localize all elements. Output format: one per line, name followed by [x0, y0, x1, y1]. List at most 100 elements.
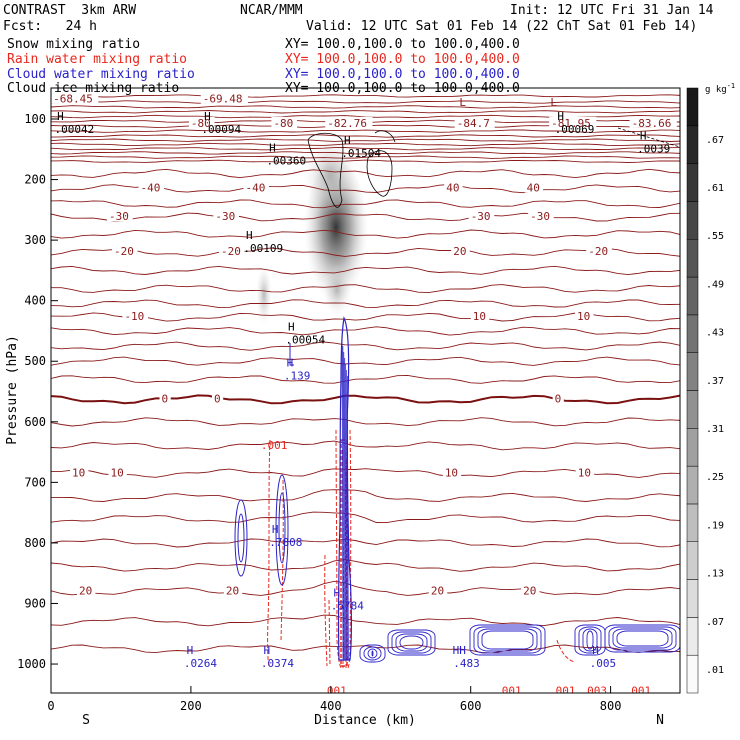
isotherm-label: -40 — [141, 182, 161, 195]
extremum-mark: L — [459, 96, 466, 109]
isotherm-label-bg — [218, 245, 245, 257]
isotherm-label-bg — [575, 310, 594, 322]
y-tick-label: 800 — [24, 536, 46, 550]
extremum-value: .0039 — [637, 142, 670, 155]
colorbar-label: .67 — [706, 135, 724, 146]
colorbar: .01 .07 .13 .19 .25 .31 .37 .43 .49 .55 .61 .67 — [686, 87, 724, 694]
colorbar-label: .13 — [706, 569, 724, 580]
y-tick-label: 600 — [24, 415, 46, 429]
colorbar-label: .43 — [706, 328, 724, 339]
isotherm-label-bg — [428, 584, 448, 596]
isotherm-label: -80 — [273, 117, 293, 130]
extremum-value: .01504 — [341, 147, 381, 160]
rain-contour — [335, 429, 342, 669]
y-tick-label: 400 — [24, 294, 46, 308]
isotherm-line — [51, 151, 680, 155]
isotherm-line — [51, 129, 680, 133]
isotherm-label: 0 — [162, 392, 169, 405]
colorbar-cell — [686, 201, 699, 240]
isotherm-label-bg — [223, 584, 243, 596]
extremum-value: .001 — [495, 684, 522, 697]
isotherm-line — [51, 229, 680, 239]
isotherm-label: 0 — [555, 392, 562, 405]
cloudwater-core-line — [342, 345, 345, 661]
isotherm-label: -68.45 — [53, 93, 93, 106]
y-tick-label: 200 — [24, 173, 46, 187]
cloud-ice-contours — [307, 127, 680, 208]
isotherm-label-bg — [213, 210, 239, 222]
y-tick-label: 100 — [24, 112, 46, 126]
colorbar-cell — [686, 503, 699, 542]
isotherm-label-bg — [451, 245, 470, 257]
isotherm-line — [51, 100, 680, 104]
isotherm-line — [51, 440, 680, 451]
cloudwater-small — [289, 343, 294, 366]
field-label-snow: Snow mixing ratio — [7, 37, 141, 52]
cloudwater-cell-mid-inner — [278, 492, 286, 564]
snow-wisp — [256, 265, 272, 325]
isotherm-label: 10 — [577, 310, 590, 323]
isotherm-label: -20 — [221, 245, 241, 258]
isotherm-label: 20 — [523, 584, 536, 597]
y-tick-label: 300 — [24, 233, 46, 247]
rain-contour — [324, 554, 328, 667]
isotherm-line — [51, 394, 680, 405]
x-tick-label: 0 — [47, 699, 54, 713]
cloudwater-core-line — [341, 339, 344, 661]
colorbar-cell — [686, 125, 699, 164]
valid-time: Valid: 12 UTC Sat 01 Feb 14 (22 ChT Sat … — [306, 19, 698, 34]
cloudwater-cell-left — [234, 499, 248, 577]
colorbar-label: .61 — [706, 183, 724, 194]
extremum-mark: H — [640, 129, 647, 142]
cloudwater-core-line — [343, 351, 346, 661]
isotherm-label-bg — [552, 392, 564, 404]
isotherm-label: -20 — [588, 245, 608, 258]
colorbar-label: .37 — [706, 376, 724, 387]
isotherm-label-bg — [575, 466, 595, 478]
isotherm-label: 20 — [431, 584, 444, 597]
isotherm-label: 20 — [79, 584, 92, 597]
isotherm-line — [51, 199, 680, 209]
cloudwater-band — [608, 626, 677, 651]
extremum-value: .003 — [581, 684, 608, 697]
extremum-value: .5784 — [331, 600, 364, 613]
isotherm-label-bg — [51, 92, 99, 104]
isotherm-label: -20 — [114, 245, 134, 258]
colorbar-cell — [686, 654, 699, 694]
isotherm-line — [51, 614, 680, 627]
extremum-mark: H — [344, 134, 351, 147]
isotherm-label: -10 — [124, 310, 144, 323]
extremum-mark: H — [288, 321, 295, 334]
colorbar-label: .31 — [706, 424, 724, 435]
x-tick-label: 800 — [600, 699, 622, 713]
extremum-value: .001 — [625, 684, 652, 697]
cloudwater-band — [616, 630, 669, 647]
x-axis-label: Distance (km) — [314, 713, 416, 728]
extremum-value: .00069 — [555, 123, 595, 136]
isotherm-label-bg — [107, 210, 133, 222]
cloudwater-band — [612, 628, 673, 649]
ice-contour-top — [374, 130, 396, 143]
extremum-value: .0264 — [184, 657, 217, 670]
colorbar-cell — [686, 314, 699, 353]
colorbar-cell — [686, 390, 699, 429]
isotherm-line — [51, 265, 680, 276]
cloudwater-band — [578, 626, 602, 654]
plot-axes — [50, 87, 681, 694]
isotherm-label: -40 — [245, 182, 265, 195]
isotherm-line — [51, 147, 680, 151]
extremum-value: .002 — [264, 690, 291, 703]
cloudwater-core-line — [345, 363, 347, 661]
colorbar-label: .01 — [706, 665, 724, 676]
cloudwater-band — [604, 624, 680, 653]
cloudwater-band — [391, 631, 432, 654]
isotherm-line — [51, 559, 680, 572]
isotherm-label-bg — [454, 116, 495, 128]
isotherm-line — [51, 94, 680, 98]
cloudwater-cell-left-inner — [237, 513, 245, 563]
isotherm-label-bg — [442, 466, 462, 478]
isotherm-label-bg — [444, 181, 463, 193]
isotherm-label: 40 — [527, 182, 540, 195]
cloudwater-band — [371, 650, 374, 657]
